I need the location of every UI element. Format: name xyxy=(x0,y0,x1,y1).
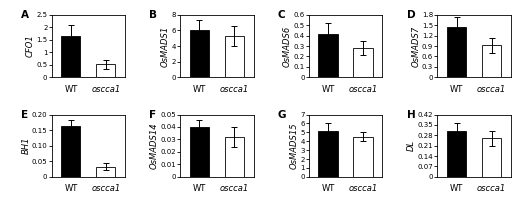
Y-axis label: BH1: BH1 xyxy=(21,137,30,154)
Text: WT: WT xyxy=(64,85,77,94)
Bar xyxy=(447,27,466,77)
Bar xyxy=(61,36,80,77)
Y-axis label: DL: DL xyxy=(407,140,416,151)
Bar xyxy=(225,137,244,177)
Text: D: D xyxy=(407,10,415,20)
Text: B: B xyxy=(149,10,157,20)
Text: WT: WT xyxy=(450,184,463,193)
Text: WT: WT xyxy=(193,184,206,193)
Text: H: H xyxy=(407,109,415,119)
Text: WT: WT xyxy=(450,85,463,94)
Bar xyxy=(190,30,209,77)
Text: WT: WT xyxy=(64,184,77,193)
Bar xyxy=(96,167,116,177)
Text: oscca1: oscca1 xyxy=(477,85,506,94)
Bar xyxy=(61,126,80,177)
Bar xyxy=(190,127,209,177)
Text: G: G xyxy=(278,109,286,119)
Text: C: C xyxy=(278,10,285,20)
Text: oscca1: oscca1 xyxy=(220,184,249,193)
Bar xyxy=(482,45,501,77)
Text: oscca1: oscca1 xyxy=(220,85,249,94)
Bar xyxy=(353,48,373,77)
Y-axis label: OsMADS7: OsMADS7 xyxy=(412,25,421,67)
Bar xyxy=(482,138,501,177)
Y-axis label: OsMADS14: OsMADS14 xyxy=(150,122,159,169)
Bar xyxy=(447,131,466,177)
Text: WT: WT xyxy=(321,184,335,193)
Bar xyxy=(353,137,373,177)
Bar xyxy=(96,64,116,77)
Bar xyxy=(318,131,337,177)
Y-axis label: OsMADS15: OsMADS15 xyxy=(289,122,299,169)
Y-axis label: CFO1: CFO1 xyxy=(26,35,35,58)
Y-axis label: OsMADS6: OsMADS6 xyxy=(283,25,292,67)
Bar xyxy=(318,34,337,77)
Text: oscca1: oscca1 xyxy=(348,85,378,94)
Text: E: E xyxy=(21,109,28,119)
Y-axis label: OsMADS1: OsMADS1 xyxy=(161,25,170,67)
Bar xyxy=(225,36,244,77)
Text: F: F xyxy=(149,109,156,119)
Text: WT: WT xyxy=(321,85,335,94)
Text: WT: WT xyxy=(193,85,206,94)
Text: A: A xyxy=(21,10,29,20)
Text: oscca1: oscca1 xyxy=(91,184,120,193)
Text: oscca1: oscca1 xyxy=(91,85,120,94)
Text: oscca1: oscca1 xyxy=(477,184,506,193)
Text: oscca1: oscca1 xyxy=(348,184,378,193)
